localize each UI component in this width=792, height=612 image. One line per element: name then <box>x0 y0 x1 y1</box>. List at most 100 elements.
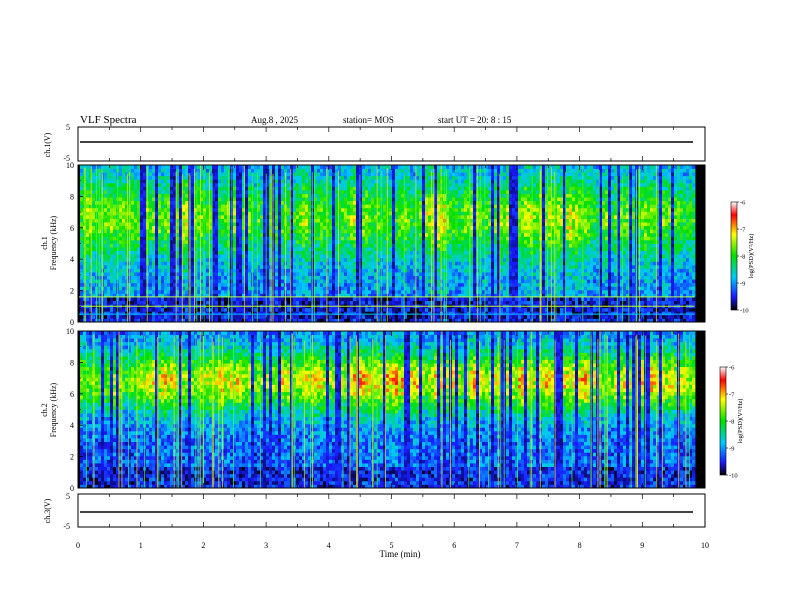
spectrogram-cell <box>110 282 114 287</box>
spectrogram-cell <box>347 222 351 227</box>
spectrogram-cell <box>104 165 108 169</box>
spectrogram-cell <box>281 182 285 187</box>
spectrogram-cell <box>398 211 402 216</box>
spectrogram-cell <box>275 182 279 187</box>
spectrogram-cell <box>242 275 246 280</box>
spectrogram-cell <box>182 257 186 262</box>
spectrogram-cell <box>332 293 336 298</box>
spectrogram-cell <box>392 247 396 252</box>
spectrogram-cell <box>305 204 309 209</box>
spectrogram-cell <box>356 239 360 244</box>
spectrogram-cell <box>107 182 111 187</box>
spectrogram-cell <box>173 232 177 237</box>
spectrogram-cell <box>212 168 216 173</box>
spectrogram-cell <box>164 218 168 223</box>
spectrogram-cell <box>293 297 297 301</box>
spectrogram-cell <box>392 229 396 234</box>
spectrogram-cell <box>206 211 210 216</box>
spectrogram-cell <box>125 318 129 323</box>
spectrogram-cell <box>386 182 390 187</box>
spectrogram-cell <box>146 204 150 209</box>
spectrogram-cell <box>140 272 144 277</box>
spectrogram-cell <box>320 168 324 173</box>
spectrogram-cell <box>398 225 402 230</box>
spectrogram-cell <box>131 189 135 194</box>
spectrogram-cell <box>185 232 189 237</box>
spectrogram-cell <box>149 300 153 305</box>
spectrogram-cell <box>254 193 258 198</box>
spectrogram-cell <box>89 165 93 169</box>
spectrogram-cell <box>209 250 213 255</box>
spectrogram-cell <box>179 232 183 237</box>
spectrogram-cell <box>182 279 186 284</box>
spectrogram-cell <box>188 225 192 230</box>
spectrogram-cell <box>245 282 249 287</box>
spectrogram-cell <box>98 261 102 266</box>
spectrogram-cell <box>248 218 252 223</box>
spectrogram-cell <box>242 264 246 269</box>
spectrogram-cell <box>356 207 360 212</box>
spectrogram-cell <box>290 268 294 273</box>
spectrogram-cell <box>377 311 381 316</box>
spectrogram-cell <box>362 314 366 319</box>
spectrogram-cell <box>134 272 138 277</box>
spectrogram-cell <box>80 297 84 301</box>
spectrogram-cell <box>164 239 168 244</box>
spectrogram-cell <box>266 186 270 191</box>
spectrogram-cell <box>134 254 138 259</box>
spectrogram-cell <box>377 282 381 287</box>
spectrogram-cell <box>98 179 102 184</box>
spectrogram-cell <box>341 186 345 191</box>
spectrogram-cell <box>167 318 171 323</box>
spectrogram-cell <box>356 193 360 198</box>
spectrogram-cell <box>152 293 156 298</box>
spectrogram-cell <box>395 200 399 205</box>
spectrogram-cell <box>299 282 303 287</box>
spectrogram-cell <box>152 297 156 301</box>
spectrogram-cell <box>341 314 345 319</box>
spectrogram-cell <box>281 204 285 209</box>
spectrogram-cell <box>305 264 309 269</box>
spectrogram-cell <box>257 172 261 177</box>
spectrogram-cell <box>245 286 249 291</box>
spectrogram-cell <box>146 314 150 319</box>
spectrogram-cell <box>281 279 285 284</box>
spectrogram-cell <box>224 300 228 305</box>
spectrogram-cell <box>398 182 402 187</box>
spectrogram-cell <box>173 182 177 187</box>
spectrogram-cell <box>350 275 354 280</box>
spectrogram-cell <box>191 225 195 230</box>
spectrogram-cell <box>158 254 162 259</box>
spectrogram-cell <box>224 275 228 280</box>
spectrogram-cell <box>377 268 381 273</box>
spectrogram-cell <box>248 207 252 212</box>
spectrogram-cell <box>119 254 123 259</box>
spectrogram-cell <box>353 200 357 205</box>
spectrogram-cell <box>293 229 297 234</box>
spectrogram-cell <box>89 222 93 227</box>
spectrogram-cell <box>206 193 210 198</box>
spectrogram-cell <box>107 232 111 237</box>
spectrogram-cell <box>134 264 138 269</box>
spectrogram-cell <box>203 289 207 294</box>
spectrogram-cell <box>338 179 342 184</box>
spectrogram-cell <box>242 297 246 301</box>
spectrogram-cell <box>350 207 354 212</box>
spectrogram-cell <box>392 275 396 280</box>
spectrogram-cell <box>395 211 399 216</box>
spectrogram-cell <box>401 207 405 212</box>
spectrogram-cell <box>407 268 411 273</box>
spectrogram-cell <box>155 243 159 248</box>
spectrogram-cell <box>137 232 141 237</box>
spectrogram-cell <box>236 179 240 184</box>
spectrogram-cell <box>410 250 414 255</box>
spectrogram-cell <box>80 261 84 266</box>
spectrogram-cell <box>395 289 399 294</box>
spectrogram-cell <box>326 300 330 305</box>
spectrogram-cell <box>392 318 396 323</box>
spectrogram-cell <box>221 218 225 223</box>
spectrogram-cell <box>398 289 402 294</box>
spectrogram-cell <box>98 197 102 202</box>
spectrogram-cell <box>239 300 243 305</box>
